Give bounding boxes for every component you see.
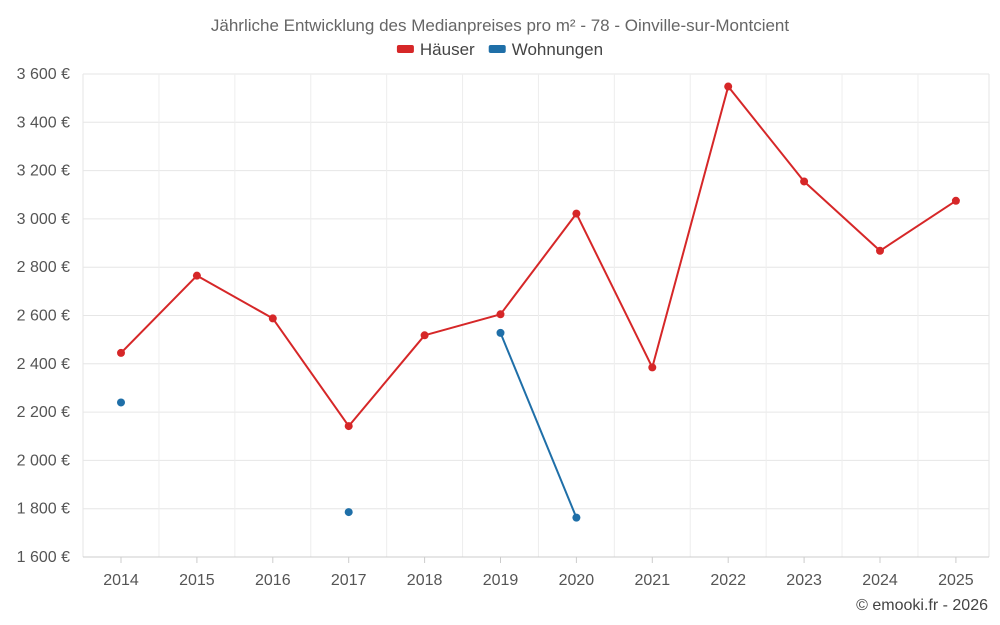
- x-tick-label: 2015: [179, 572, 215, 589]
- legend-item-1[interactable]: Wohnungen: [488, 40, 603, 59]
- data-point[interactable]: [192, 271, 201, 280]
- x-tick-label: 2025: [938, 572, 974, 589]
- legend: Häuser Wohnungen: [396, 40, 603, 59]
- y-tick-label: 3 400 €: [17, 114, 70, 131]
- x-tick-label: 2024: [862, 572, 898, 589]
- data-point[interactable]: [648, 363, 657, 372]
- axes: 1 600 € 1 800 € 2 000 € 2 200 € 2 400 € 2 600…: [17, 66, 989, 589]
- y-tick-label: 1 800 €: [17, 501, 70, 518]
- x-tick-label: 2022: [710, 572, 746, 589]
- data-point[interactable]: [496, 310, 505, 319]
- x-tick-label: 2023: [786, 572, 822, 589]
- y-tick-label: 2 800 €: [17, 259, 70, 276]
- grid: [82, 73, 990, 558]
- y-tick-label: 2 600 €: [17, 308, 70, 325]
- x-tick-label: 2014: [103, 572, 139, 589]
- series-1: [117, 328, 581, 522]
- data-point[interactable]: [268, 314, 277, 323]
- data-point[interactable]: [420, 331, 429, 340]
- y-tick-label: 2 000 €: [17, 452, 70, 469]
- y-tick-label: 2 400 €: [17, 356, 70, 373]
- data-point[interactable]: [117, 398, 125, 407]
- x-tick-label: 2019: [483, 572, 519, 589]
- series-0: [117, 82, 960, 431]
- data-point[interactable]: [800, 177, 809, 186]
- chart-title: Jährliche Entwicklung des Medianpreises …: [211, 16, 790, 35]
- series-line: [120, 85, 957, 428]
- data-point[interactable]: [724, 82, 733, 91]
- y-tick-label: 2 200 €: [17, 404, 70, 421]
- x-tick-label: 2020: [559, 572, 595, 589]
- data-point[interactable]: [951, 196, 960, 205]
- legend-label: Häuser: [420, 40, 475, 59]
- legend-item-0[interactable]: Häuser: [396, 40, 475, 59]
- legend-swatch: [488, 45, 506, 53]
- series-group: [117, 82, 960, 522]
- credit-text: © emooki.fr - 2026: [856, 597, 988, 614]
- x-tick-label: 2016: [255, 572, 291, 589]
- legend-label: Wohnungen: [512, 40, 603, 59]
- data-point[interactable]: [572, 513, 581, 522]
- y-tick-label: 3 200 €: [17, 163, 70, 180]
- x-tick-label: 2017: [331, 572, 367, 589]
- series-line: [499, 332, 578, 519]
- data-point[interactable]: [344, 508, 353, 517]
- data-point[interactable]: [117, 348, 125, 357]
- data-point[interactable]: [876, 246, 884, 255]
- legend-swatch: [396, 45, 414, 53]
- data-point[interactable]: [572, 209, 581, 218]
- y-tick-label: 3 600 €: [17, 66, 70, 83]
- x-tick-label: 2021: [635, 572, 671, 589]
- data-point[interactable]: [496, 328, 505, 337]
- x-tick-label: 2018: [407, 572, 443, 589]
- y-tick-label: 3 000 €: [17, 211, 70, 228]
- y-tick-label: 1 600 €: [17, 549, 70, 566]
- data-point[interactable]: [344, 422, 353, 431]
